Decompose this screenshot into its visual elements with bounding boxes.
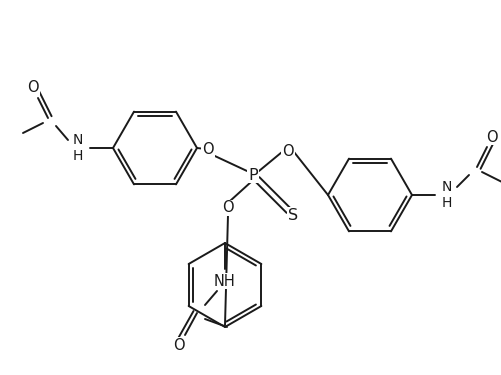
Text: N
H: N H: [442, 180, 452, 210]
Text: NH: NH: [214, 273, 236, 288]
Text: O: O: [486, 129, 498, 144]
Text: P: P: [248, 168, 258, 183]
Text: O: O: [173, 338, 185, 352]
Text: O: O: [202, 142, 214, 158]
Text: O: O: [282, 144, 294, 159]
Text: O: O: [27, 81, 39, 96]
Text: N
H: N H: [73, 133, 83, 163]
Text: S: S: [288, 207, 298, 222]
Text: O: O: [222, 201, 234, 216]
